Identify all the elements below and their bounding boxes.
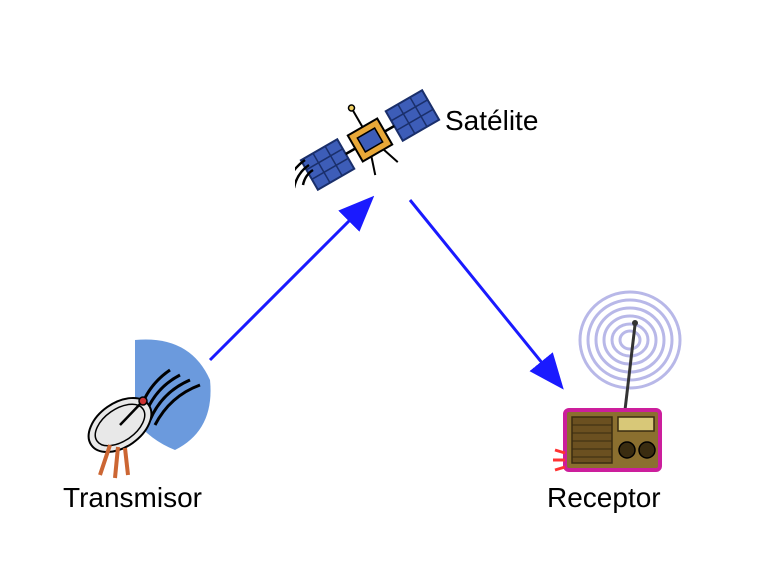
transmitter-label: Transmisor bbox=[63, 482, 202, 514]
receiver-label: Receptor bbox=[547, 482, 661, 514]
receiver-node bbox=[530, 285, 690, 490]
receiver-icon bbox=[530, 285, 690, 485]
transmitter-node bbox=[80, 330, 240, 495]
satellite-icon bbox=[295, 75, 445, 205]
satellite-label: Satélite bbox=[445, 105, 538, 137]
satellite-node bbox=[295, 75, 445, 210]
transmitter-icon bbox=[80, 330, 240, 490]
